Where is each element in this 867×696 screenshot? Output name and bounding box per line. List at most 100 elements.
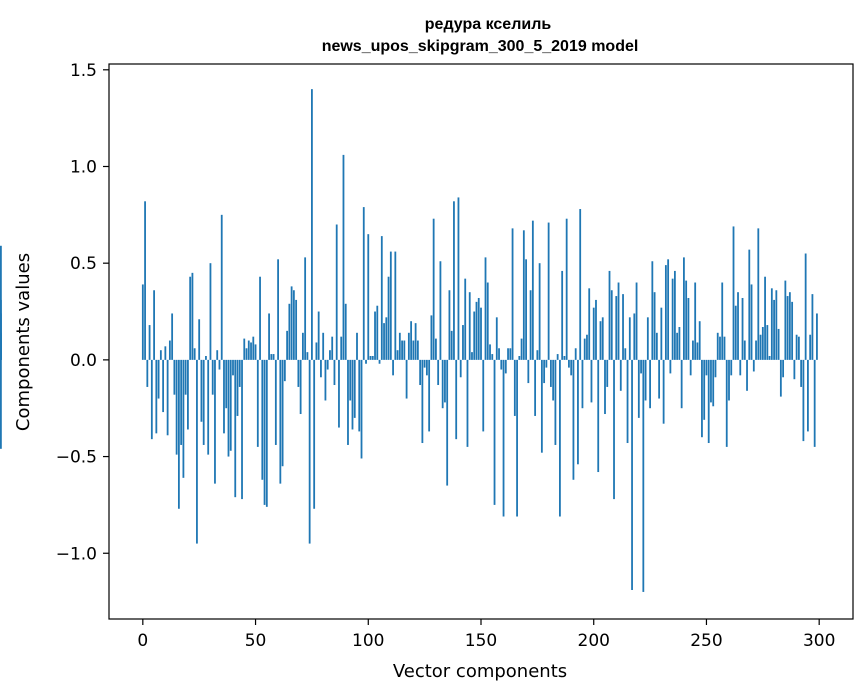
bar <box>189 276 192 360</box>
bar <box>671 278 674 360</box>
bar <box>274 359 277 445</box>
bar <box>732 226 735 360</box>
bar <box>412 340 415 360</box>
bar <box>464 278 467 360</box>
bar <box>568 359 570 368</box>
bar <box>491 354 494 360</box>
bar <box>608 270 611 360</box>
bar <box>299 359 302 415</box>
bar <box>0 334 2 360</box>
bar <box>360 359 363 459</box>
bar-series <box>0 89 818 592</box>
bar <box>698 321 701 360</box>
bar <box>407 332 410 360</box>
bar <box>516 359 518 517</box>
bar <box>531 220 534 360</box>
bar <box>304 257 307 360</box>
bar <box>811 294 814 360</box>
bar <box>320 359 322 378</box>
bar <box>286 330 289 360</box>
bar <box>198 319 201 360</box>
bar <box>468 292 471 360</box>
bar <box>157 359 160 399</box>
bar <box>791 301 794 360</box>
bar <box>725 359 728 447</box>
bar <box>254 344 257 360</box>
bar <box>581 359 584 409</box>
bar <box>719 336 721 360</box>
bar <box>261 359 264 480</box>
bar <box>642 359 645 592</box>
bar <box>329 350 331 360</box>
bar <box>784 280 787 360</box>
bar <box>166 359 169 436</box>
bar <box>306 352 309 360</box>
bar <box>301 332 304 360</box>
bar <box>601 317 604 360</box>
bar <box>561 270 564 360</box>
bar <box>685 280 688 360</box>
bar <box>220 214 223 360</box>
bar <box>534 359 537 416</box>
bar <box>263 359 266 505</box>
bar <box>525 259 527 360</box>
bar <box>610 290 613 360</box>
bar <box>326 359 329 370</box>
bar <box>689 359 692 376</box>
bar <box>177 359 180 509</box>
bar <box>779 359 782 397</box>
bar <box>202 359 205 445</box>
bar <box>653 292 656 360</box>
bar <box>466 359 469 447</box>
bar <box>238 359 241 387</box>
bar <box>459 359 462 378</box>
x-tick-label: 200 <box>578 631 610 651</box>
bar <box>450 330 453 360</box>
bar <box>786 296 789 360</box>
y-tick-label: −0.5 <box>56 448 97 468</box>
bar <box>367 234 370 360</box>
bar <box>793 359 796 380</box>
bar <box>522 230 525 360</box>
bar <box>752 359 755 372</box>
bar <box>292 290 295 360</box>
bar <box>331 336 334 360</box>
bar <box>486 282 489 360</box>
bar <box>439 261 442 360</box>
bar <box>232 359 234 376</box>
bar <box>308 359 311 544</box>
bar <box>475 301 478 360</box>
bar <box>590 359 593 403</box>
bar <box>265 359 268 507</box>
bar <box>655 332 658 360</box>
bar <box>662 359 665 424</box>
bar <box>680 359 683 409</box>
bar <box>543 359 546 384</box>
bar <box>187 359 189 430</box>
bar <box>644 359 647 401</box>
bar <box>683 257 685 360</box>
bar <box>283 359 286 382</box>
bar <box>712 359 715 407</box>
bar <box>660 307 663 360</box>
bar <box>613 359 615 500</box>
bar <box>159 350 162 360</box>
bar <box>484 257 487 360</box>
bar <box>527 359 530 384</box>
bar <box>155 359 158 434</box>
bar <box>637 359 640 418</box>
bar <box>714 359 717 378</box>
bar <box>184 359 187 395</box>
bar <box>207 359 210 455</box>
bar <box>191 272 194 360</box>
bar <box>200 359 203 422</box>
bar <box>144 201 146 360</box>
bar <box>288 303 291 360</box>
bar <box>211 359 214 395</box>
bar <box>545 359 548 368</box>
bar <box>403 340 406 360</box>
bar <box>816 313 818 360</box>
bar <box>148 325 151 360</box>
bar <box>694 282 697 360</box>
bar <box>728 359 730 401</box>
